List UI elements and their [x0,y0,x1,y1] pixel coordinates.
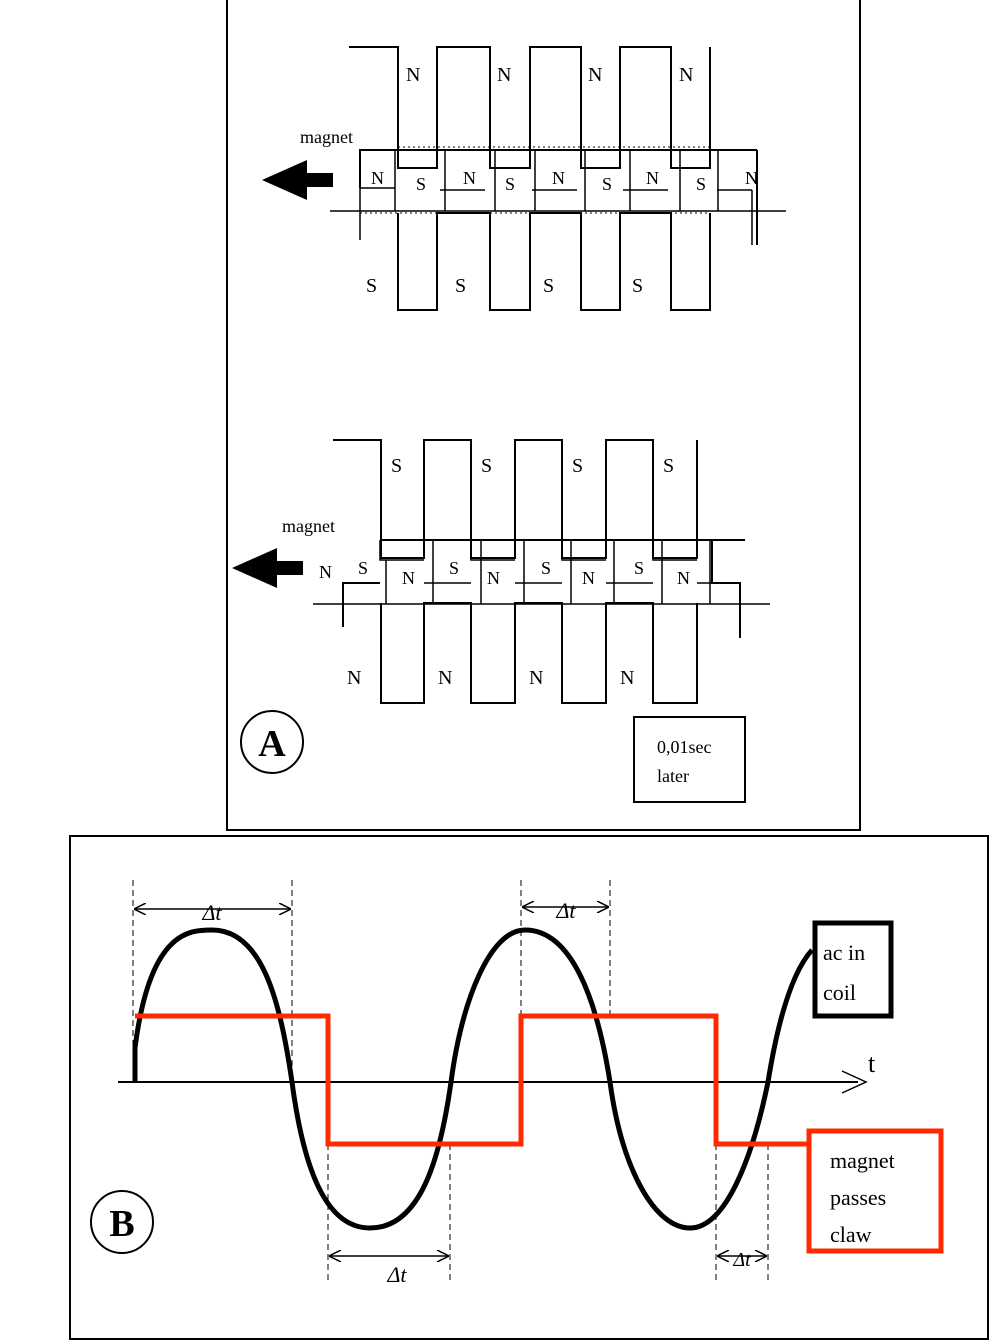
svg-text:S: S [366,275,377,297]
svg-text:N: N [529,667,543,689]
svg-text:S: S [505,174,515,194]
delta-label-4: Δt [732,1249,751,1271]
svg-text:N: N [646,168,659,188]
time-note-line-1: 0,01sec [657,737,711,757]
magnet-label-line-2: passes [830,1185,886,1210]
svg-text:N: N [347,667,361,689]
svg-text:N: N [497,64,511,86]
coil-label-box [812,920,894,1019]
top-motion-arrow-icon [262,160,333,200]
svg-text:N: N [406,64,420,86]
svg-text:N: N [620,667,634,689]
svg-text:S: S [455,275,466,297]
svg-text:N: N [402,568,415,588]
panel-a-label-circle [240,710,304,774]
coil-label-line-2: coil [823,980,856,1005]
delta-label-1: Δt [201,900,222,925]
svg-text:S: S [541,558,551,578]
top-upper-claw-labels: N N N N [406,64,693,86]
time-axis-arrowhead-icon [841,1070,868,1094]
svg-text:S: S [602,174,612,194]
bottom-upper-claw-labels: S S S S [391,455,674,477]
time-note-line-2: later [657,766,689,786]
svg-text:N: N [582,568,595,588]
svg-text:N: N [679,64,693,86]
svg-text:S: S [449,558,459,578]
svg-text:S: S [663,455,674,477]
bottom-claw-diagram [313,439,770,704]
svg-text:N: N [438,667,452,689]
panel-a-label: A [258,723,286,765]
top-middle-pole-labels: N S N S N S N S N [371,168,758,194]
svg-text:S: S [358,558,368,578]
bottom-magnet-label: magnet [282,516,335,536]
bottom-lower-claw-labels: N N N N [347,667,634,689]
panel-b-label: B [109,1203,134,1245]
svg-text:N: N [463,168,476,188]
svg-text:N: N [319,562,332,582]
panel-a-frame [226,0,861,831]
bottom-motion-arrow-icon [232,548,303,588]
magnet-label-box [806,1128,944,1254]
svg-text:S: S [543,275,554,297]
panel-b-label-circle [90,1190,154,1254]
magnet-label-line-1: magnet [830,1148,895,1173]
svg-text:S: S [632,275,643,297]
svg-text:N: N [588,64,602,86]
svg-text:S: S [572,455,583,477]
svg-text:N: N [745,168,758,188]
delta-arrows [135,907,766,1256]
svg-text:N: N [371,168,384,188]
top-claw-diagram [330,46,786,311]
svg-text:S: S [416,174,426,194]
delta-label-2: Δt [555,898,576,923]
svg-text:S: S [696,174,706,194]
svg-text:S: S [481,455,492,477]
svg-text:N: N [677,568,690,588]
top-lower-claw-labels: S S S S [366,275,643,297]
svg-text:N: N [487,568,500,588]
magnet-label-line-3: claw [830,1222,872,1247]
delta-guides [132,880,769,1282]
coil-label-line-1: ac in [823,940,865,965]
bottom-middle-pole-labels: N S N S N S N S N [319,558,690,588]
time-axis-label: t [868,1049,876,1078]
panel-b-frame [69,835,989,1340]
svg-text:N: N [552,168,565,188]
svg-text:S: S [634,558,644,578]
top-magnet-label: magnet [300,127,353,147]
svg-text:S: S [391,455,402,477]
time-note-box [633,716,746,803]
ac-waveform [132,927,814,1231]
delta-label-3: Δt [386,1262,407,1287]
magnet-waveform [135,1013,810,1147]
